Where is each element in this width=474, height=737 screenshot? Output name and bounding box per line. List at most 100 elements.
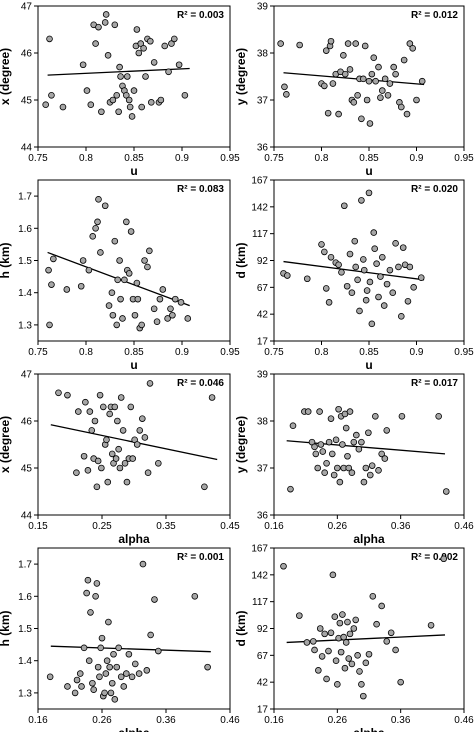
y-tick-label: 17	[257, 705, 269, 716]
data-point	[322, 285, 330, 292]
data-point	[413, 96, 420, 104]
data-point	[335, 110, 342, 118]
data-point	[348, 469, 356, 477]
x-axis-title: u	[365, 358, 372, 372]
data-point	[346, 250, 354, 258]
data-point	[138, 103, 145, 111]
data-point	[404, 297, 412, 305]
data-point	[105, 618, 112, 626]
data-point	[50, 255, 57, 263]
data-point	[365, 77, 373, 85]
data-point	[184, 315, 192, 322]
data-point	[325, 299, 333, 306]
x-tick-label: 0.36	[391, 715, 411, 726]
data-point	[339, 611, 346, 618]
scatter-panel-7: 0.16 0.26 0.36 0.46 1.3 1.4 1.5 1.6 1.7 alpha h (k…	[0, 547, 240, 737]
data-point	[366, 120, 374, 127]
data-point	[345, 655, 353, 662]
data-point	[335, 261, 342, 269]
data-point	[89, 233, 97, 240]
data-point	[123, 670, 130, 677]
y-axis-title: h (km)	[0, 610, 12, 646]
data-point	[171, 295, 179, 303]
data-point	[104, 478, 112, 486]
data-point	[398, 412, 406, 420]
data-point	[381, 75, 389, 83]
data-point	[76, 670, 84, 677]
r-squared-label: R² = 0.012	[411, 10, 458, 21]
y-tick-label: 92	[257, 256, 269, 267]
data-point	[119, 315, 126, 322]
data-point	[114, 276, 121, 284]
r-squared-label: R² = 0.003	[177, 10, 224, 21]
data-point	[204, 663, 211, 671]
plot-frame	[273, 547, 465, 710]
data-point	[147, 99, 155, 106]
x-tick-label: 0.26	[92, 715, 112, 726]
data-point	[201, 483, 208, 491]
y-tick-label: 1.7	[18, 560, 32, 571]
data-point	[365, 429, 372, 437]
data-point	[115, 644, 122, 652]
data-point	[48, 281, 55, 288]
y-axis-title: y (degree)	[234, 48, 248, 105]
data-point	[442, 488, 450, 495]
r-squared-label: R² = 0.002	[411, 552, 458, 563]
y-tick-label: 67	[257, 651, 269, 662]
y-tick-label: 1.6	[18, 224, 32, 235]
y-axis-title: x (degree)	[0, 416, 12, 473]
x-tick-label: 0.75	[264, 153, 284, 164]
data-point	[116, 257, 123, 264]
data-point	[111, 21, 119, 29]
data-point	[121, 276, 128, 284]
data-point	[111, 403, 119, 411]
data-point	[110, 650, 117, 658]
data-point	[175, 61, 183, 69]
data-point	[133, 279, 141, 287]
x-axis-title: alpha	[353, 532, 385, 546]
y-tick-label: 117	[252, 597, 268, 608]
data-point	[87, 609, 94, 616]
data-point	[97, 249, 104, 256]
data-point	[144, 263, 151, 271]
data-point	[338, 269, 345, 276]
data-point	[346, 630, 354, 638]
data-point	[80, 644, 88, 652]
x-tick-label: 0.75	[264, 347, 284, 358]
data-point	[397, 678, 404, 686]
x-tick-label: 0.9	[410, 347, 424, 358]
y-tick-label: 37	[257, 464, 269, 475]
data-point	[134, 295, 142, 303]
data-point	[117, 73, 124, 80]
data-point	[331, 613, 339, 620]
data-point	[350, 438, 358, 446]
data-point	[112, 455, 120, 462]
data-point	[48, 92, 55, 99]
data-point	[115, 445, 122, 453]
data-point	[316, 408, 323, 415]
data-point	[403, 110, 411, 118]
data-point	[370, 54, 378, 61]
data-point	[359, 75, 367, 83]
data-point	[90, 686, 97, 693]
y-axis-title: h (km)	[0, 242, 12, 278]
data-point	[42, 101, 49, 108]
data-point	[378, 602, 385, 610]
plot-frame	[37, 5, 231, 148]
y-tick-label: 42	[257, 678, 269, 689]
data-point	[354, 92, 361, 99]
data-point	[371, 245, 379, 252]
data-point	[153, 318, 161, 325]
x-tick-label: 0.9	[175, 347, 189, 358]
data-point	[150, 59, 158, 66]
r-squared-label: R² = 0.020	[411, 184, 458, 195]
x-tick-label: 0.9	[410, 153, 424, 164]
data-point	[390, 63, 398, 71]
data-point	[368, 462, 376, 469]
data-point	[101, 19, 109, 26]
data-point	[346, 66, 354, 73]
data-point	[353, 431, 360, 439]
data-point	[397, 103, 405, 111]
data-point	[113, 92, 121, 99]
data-point	[387, 629, 395, 637]
